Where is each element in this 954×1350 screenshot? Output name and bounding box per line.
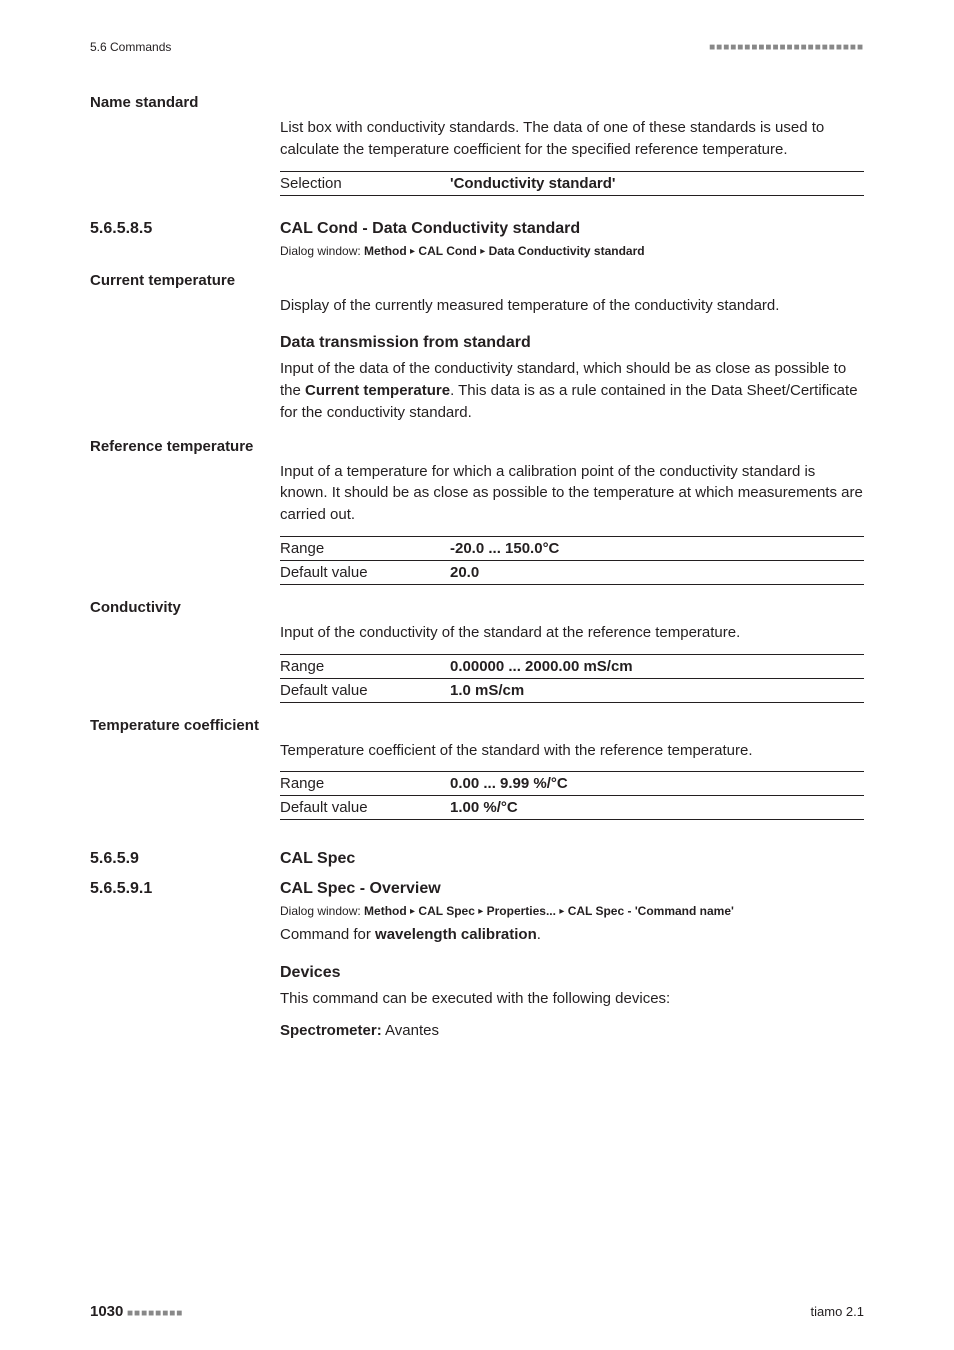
footer-brand: tiamo 2.1 xyxy=(811,1304,864,1319)
dialog-part: Method xyxy=(364,244,407,258)
cell-key: Default value xyxy=(280,796,450,820)
breadcrumb-sep-icon: ▸ xyxy=(480,246,485,257)
footer-dashes: ■■■■■■■■ xyxy=(127,1308,183,1319)
cell-key: Selection xyxy=(280,171,450,195)
text-part: Command for xyxy=(280,926,375,943)
section-number: 5.6.5.9.1 xyxy=(90,880,280,898)
heading-temp-coeff: Temperature coefficient xyxy=(90,717,864,734)
breadcrumb-sep-icon: ▸ xyxy=(478,906,483,917)
section-5659: 5.6.5.9 CAL Spec xyxy=(90,850,864,868)
page-number: 1030 xyxy=(90,1303,123,1320)
breadcrumb-sep-icon: ▸ xyxy=(410,246,415,257)
table-row: Range 0.00 ... 9.99 %/°C xyxy=(280,772,864,796)
breadcrumb-sep-icon: ▸ xyxy=(410,906,415,917)
heading-data-transmission: Data transmission from standard xyxy=(280,334,864,352)
block-current-temp: Current temperature Display of the curre… xyxy=(90,272,864,424)
cell-value: 0.00000 ... 2000.00 mS/cm xyxy=(450,654,864,678)
para-data-transmission: Input of the data of the conductivity st… xyxy=(280,358,864,423)
para-current-temp: Display of the currently measured temper… xyxy=(280,295,864,317)
dialog-path-56591: Dialog window: Method ▸ CAL Spec ▸ Prope… xyxy=(280,904,864,918)
section-number: 5.6.5.9 xyxy=(90,850,280,868)
header-dashes: ■■■■■■■■■■■■■■■■■■■■■■ xyxy=(709,42,864,53)
footer-left: 1030 ■■■■■■■■ xyxy=(90,1303,183,1320)
table-name-standard: Selection 'Conductivity standard' xyxy=(280,171,864,196)
dialog-part: CAL Spec xyxy=(418,904,474,918)
cell-value: 1.00 %/°C xyxy=(450,796,864,820)
block-conductivity: Conductivity Input of the conductivity o… xyxy=(90,599,864,703)
section-title: CAL Spec - Overview xyxy=(280,880,441,898)
section-56591: 5.6.5.9.1 CAL Spec - Overview xyxy=(90,880,864,898)
cell-key: Range xyxy=(280,536,450,560)
table-row: Selection 'Conductivity standard' xyxy=(280,171,864,195)
para-temp-coeff: Temperature coefficient of the standard … xyxy=(280,740,864,762)
block-temp-coeff: Temperature coefficient Temperature coef… xyxy=(90,717,864,821)
block-name-standard: Name standard List box with conductivity… xyxy=(90,94,864,196)
page-header: 5.6 Commands ■■■■■■■■■■■■■■■■■■■■■■ xyxy=(90,40,864,54)
table-row: Default value 1.0 mS/cm xyxy=(280,678,864,702)
para-spectrometer: Spectrometer: Avantes xyxy=(280,1020,864,1042)
table-row: Range 0.00000 ... 2000.00 mS/cm xyxy=(280,654,864,678)
cell-key: Range xyxy=(280,654,450,678)
cell-value: -20.0 ... 150.0°C xyxy=(450,536,864,560)
text-bold: Current temperature xyxy=(305,382,450,399)
para-cal-spec-command: Command for wavelength calibration. xyxy=(280,924,864,946)
cell-key: Default value xyxy=(280,678,450,702)
table-row: Default value 1.00 %/°C xyxy=(280,796,864,820)
dialog-prefix: Dialog window: xyxy=(280,904,364,918)
heading-current-temp: Current temperature xyxy=(90,272,864,289)
text-bold: wavelength calibration xyxy=(375,926,537,943)
table-ref-temp: Range -20.0 ... 150.0°C Default value 20… xyxy=(280,536,864,585)
heading-ref-temp: Reference temperature xyxy=(90,438,864,455)
dialog-prefix: Dialog window: xyxy=(280,244,364,258)
section-number: 5.6.5.8.5 xyxy=(90,220,280,238)
dialog-part: Method xyxy=(364,904,407,918)
cell-value: 1.0 mS/cm xyxy=(450,678,864,702)
para-conductivity: Input of the conductivity of the standar… xyxy=(280,622,864,644)
para-name-standard: List box with conductivity standards. Th… xyxy=(280,117,864,161)
page-footer: 1030 ■■■■■■■■ tiamo 2.1 xyxy=(90,1303,864,1320)
table-conductivity: Range 0.00000 ... 2000.00 mS/cm Default … xyxy=(280,654,864,703)
cell-value: 20.0 xyxy=(450,560,864,584)
spectrometer-label: Spectrometer: xyxy=(280,1022,382,1039)
dialog-part: CAL Cond xyxy=(418,244,476,258)
dialog-path-56585: Dialog window: Method ▸ CAL Cond ▸ Data … xyxy=(280,244,864,258)
dialog-part: Data Conductivity standard xyxy=(489,244,645,258)
dialog-part: CAL Spec - 'Command name' xyxy=(568,904,734,918)
para-ref-temp: Input of a temperature for which a calib… xyxy=(280,461,864,526)
heading-devices: Devices xyxy=(280,964,864,982)
dialog-part: Properties... xyxy=(487,904,556,918)
cell-value: 'Conductivity standard' xyxy=(450,171,864,195)
cell-value: 0.00 ... 9.99 %/°C xyxy=(450,772,864,796)
para-devices: This command can be executed with the fo… xyxy=(280,988,864,1010)
cell-key: Default value xyxy=(280,560,450,584)
heading-name-standard: Name standard xyxy=(90,94,864,111)
table-temp-coeff: Range 0.00 ... 9.99 %/°C Default value 1… xyxy=(280,771,864,820)
header-left: 5.6 Commands xyxy=(90,40,171,54)
cell-key: Range xyxy=(280,772,450,796)
section-title: CAL Cond - Data Conductivity standard xyxy=(280,220,580,238)
table-row: Range -20.0 ... 150.0°C xyxy=(280,536,864,560)
breadcrumb-sep-icon: ▸ xyxy=(559,906,564,917)
section-title: CAL Spec xyxy=(280,850,355,868)
section-56585: 5.6.5.8.5 CAL Cond - Data Conductivity s… xyxy=(90,220,864,238)
page: 5.6 Commands ■■■■■■■■■■■■■■■■■■■■■■ Name… xyxy=(0,0,954,1350)
heading-conductivity: Conductivity xyxy=(90,599,864,616)
table-row: Default value 20.0 xyxy=(280,560,864,584)
block-ref-temp: Reference temperature Input of a tempera… xyxy=(90,438,864,585)
spectrometer-value: Avantes xyxy=(382,1022,439,1039)
text-part: . xyxy=(537,926,541,943)
